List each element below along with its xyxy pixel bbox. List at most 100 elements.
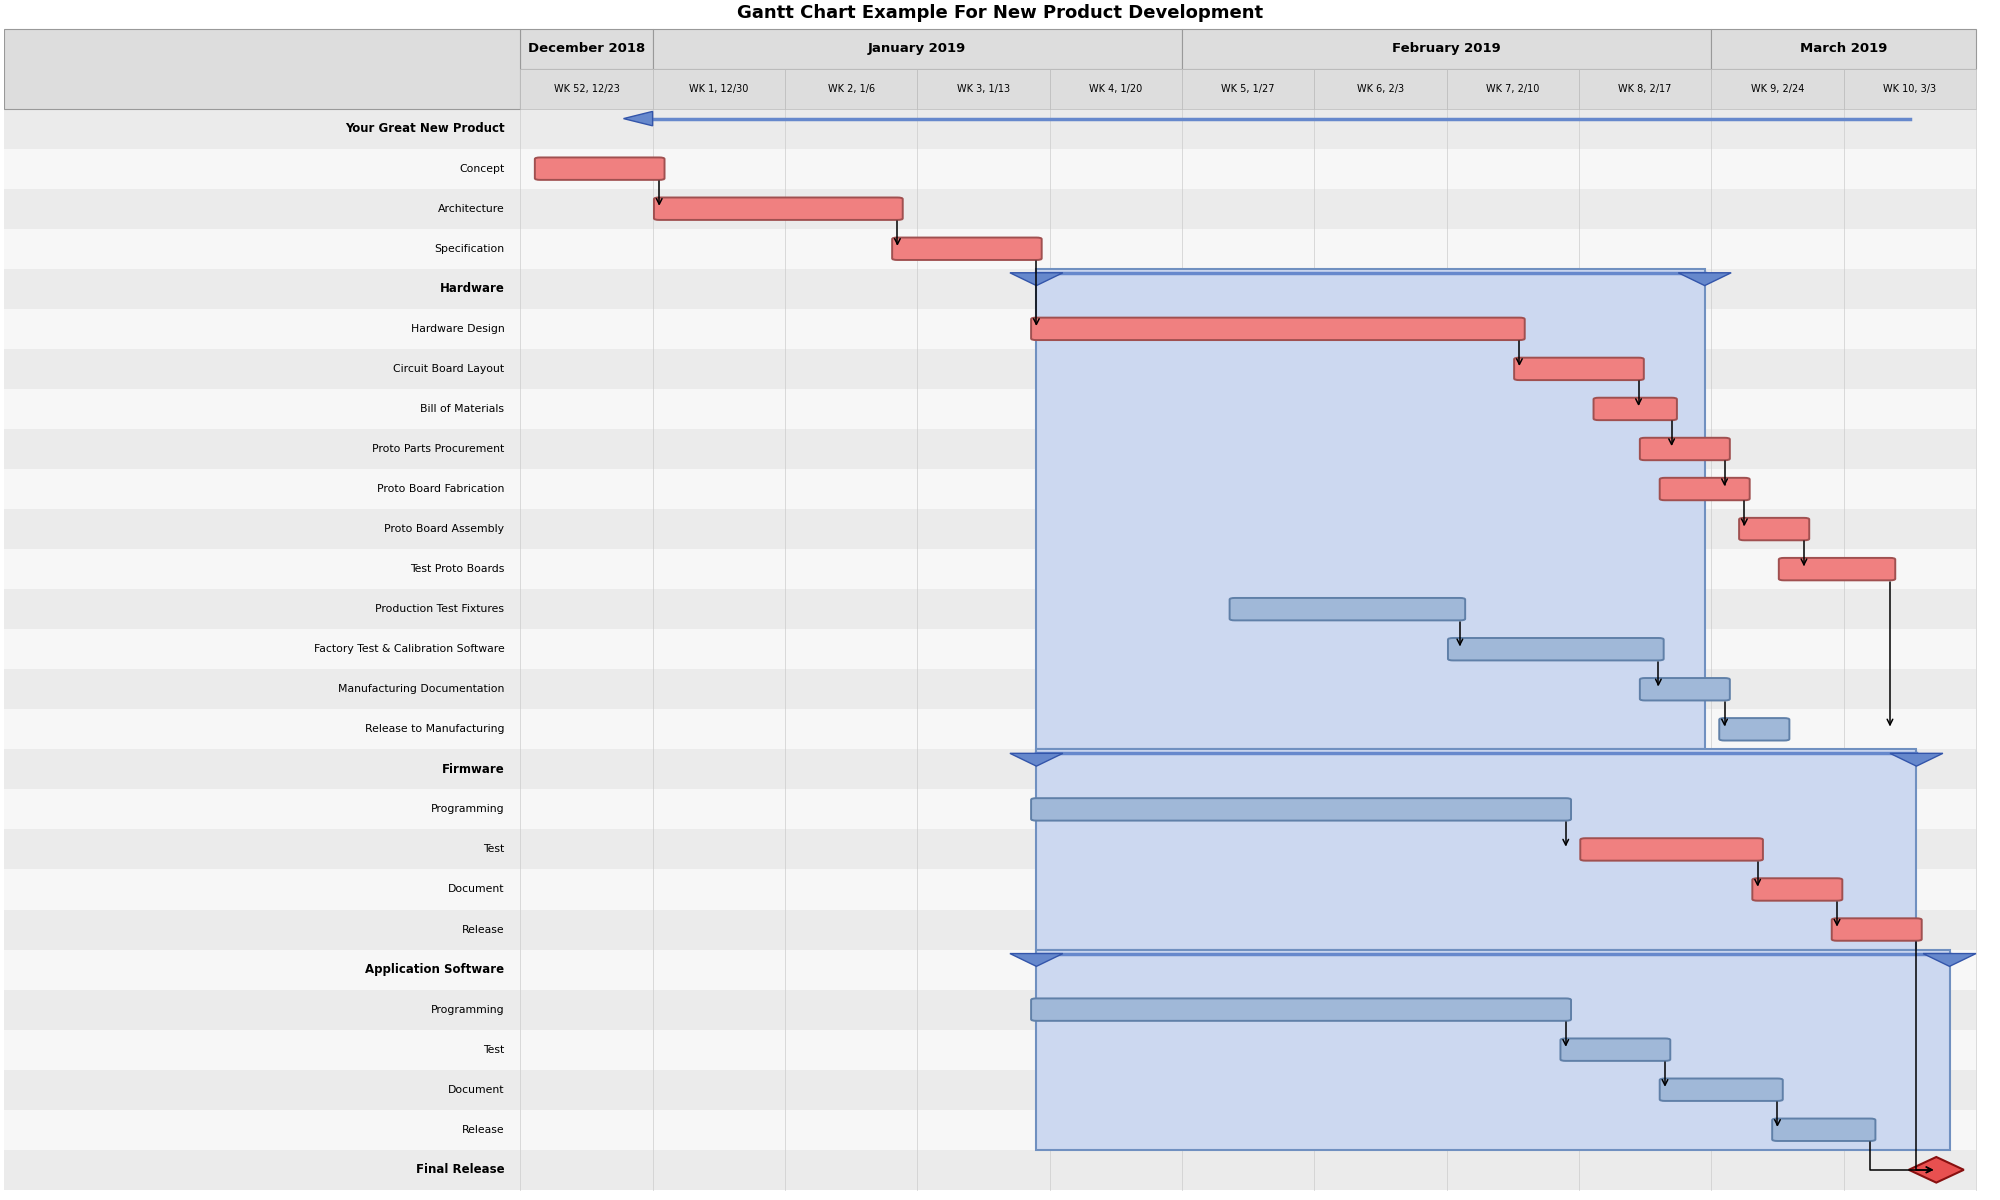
Bar — [4, 229, 1976, 269]
Bar — [1446, 68, 1578, 108]
Bar — [4, 990, 1976, 1030]
Bar — [1844, 68, 1976, 108]
Bar — [4, 709, 1976, 749]
Text: WK 2, 1/6: WK 2, 1/6 — [828, 84, 874, 94]
Bar — [4, 389, 1976, 428]
Text: Production Test Fixtures: Production Test Fixtures — [376, 604, 504, 614]
Text: Programming: Programming — [430, 1004, 504, 1015]
Text: Test: Test — [484, 1045, 504, 1055]
FancyBboxPatch shape — [1778, 558, 1896, 581]
Bar — [4, 749, 1976, 790]
Bar — [4, 428, 1976, 469]
Bar — [4, 629, 1976, 670]
Bar — [4, 149, 1976, 188]
FancyBboxPatch shape — [1580, 839, 1762, 860]
Bar — [4, 29, 520, 108]
Bar — [4, 308, 1976, 349]
Text: Proto Board Assembly: Proto Board Assembly — [384, 524, 504, 534]
Text: March 2019: March 2019 — [1800, 42, 1888, 55]
Polygon shape — [1890, 754, 1942, 766]
Text: WK 1, 12/30: WK 1, 12/30 — [690, 84, 748, 94]
FancyBboxPatch shape — [1740, 518, 1810, 540]
Text: WK 52, 12/23: WK 52, 12/23 — [554, 84, 620, 94]
Bar — [652, 29, 1182, 68]
Bar — [4, 790, 1976, 829]
Text: Bill of Materials: Bill of Materials — [420, 404, 504, 414]
FancyBboxPatch shape — [1594, 397, 1676, 420]
Bar — [4, 910, 1976, 949]
FancyBboxPatch shape — [1448, 638, 1664, 660]
Text: WK 6, 2/3: WK 6, 2/3 — [1356, 84, 1404, 94]
FancyBboxPatch shape — [1752, 878, 1842, 901]
Text: WK 10, 3/3: WK 10, 3/3 — [1884, 84, 1936, 94]
Text: Application Software: Application Software — [366, 964, 504, 976]
Bar — [918, 68, 1050, 108]
Text: Document: Document — [448, 1085, 504, 1094]
Bar — [1182, 68, 1314, 108]
Polygon shape — [1678, 272, 1732, 286]
Polygon shape — [1924, 954, 1976, 966]
FancyBboxPatch shape — [1640, 678, 1730, 701]
FancyBboxPatch shape — [1514, 358, 1644, 380]
Text: WK 8, 2/17: WK 8, 2/17 — [1618, 84, 1672, 94]
Text: Factory Test & Calibration Software: Factory Test & Calibration Software — [314, 644, 504, 654]
Bar — [1712, 68, 1844, 108]
Text: Circuit Board Layout: Circuit Board Layout — [394, 364, 504, 374]
Bar — [1578, 68, 1712, 108]
Text: Architecture: Architecture — [438, 204, 504, 214]
FancyBboxPatch shape — [1032, 998, 1572, 1021]
Bar — [4, 509, 1976, 550]
FancyBboxPatch shape — [1720, 718, 1790, 740]
Text: WK 7, 2/10: WK 7, 2/10 — [1486, 84, 1540, 94]
Bar — [1036, 749, 1916, 949]
Text: Proto Board Fabrication: Proto Board Fabrication — [378, 484, 504, 494]
Polygon shape — [1010, 754, 1062, 766]
FancyBboxPatch shape — [1772, 1118, 1876, 1141]
Bar — [1036, 269, 1704, 749]
Text: WK 4, 1/20: WK 4, 1/20 — [1090, 84, 1142, 94]
Bar — [520, 68, 652, 108]
Text: Release: Release — [462, 1124, 504, 1135]
Text: Release to Manufacturing: Release to Manufacturing — [364, 725, 504, 734]
Text: Specification: Specification — [434, 244, 504, 253]
Text: WK 3, 1/13: WK 3, 1/13 — [956, 84, 1010, 94]
Text: Programming: Programming — [430, 804, 504, 815]
FancyBboxPatch shape — [534, 157, 664, 180]
FancyBboxPatch shape — [892, 238, 1042, 260]
Text: Firmware: Firmware — [442, 763, 504, 776]
Bar — [4, 269, 1976, 308]
Text: December 2018: December 2018 — [528, 42, 646, 55]
FancyBboxPatch shape — [1832, 918, 1922, 941]
Text: WK 5, 1/27: WK 5, 1/27 — [1222, 84, 1274, 94]
Text: Release: Release — [462, 924, 504, 935]
Bar — [1036, 949, 1950, 1150]
Bar — [4, 550, 1976, 589]
FancyBboxPatch shape — [654, 198, 902, 220]
Bar — [520, 29, 652, 68]
Polygon shape — [1908, 1157, 1964, 1183]
Bar — [4, 108, 1976, 149]
Bar — [4, 949, 1976, 990]
Polygon shape — [624, 112, 652, 126]
Bar — [784, 68, 918, 108]
Bar — [1182, 29, 1712, 68]
Title: Gantt Chart Example For New Product Development: Gantt Chart Example For New Product Deve… — [736, 4, 1264, 22]
FancyBboxPatch shape — [1640, 438, 1730, 460]
Bar — [4, 829, 1976, 870]
Polygon shape — [1010, 272, 1062, 286]
FancyBboxPatch shape — [1660, 478, 1750, 500]
Text: February 2019: February 2019 — [1392, 42, 1502, 55]
Bar — [4, 670, 1976, 709]
Text: Test: Test — [484, 845, 504, 854]
Bar — [4, 469, 1976, 509]
Text: WK 9, 2/24: WK 9, 2/24 — [1750, 84, 1804, 94]
Text: Final Release: Final Release — [416, 1163, 504, 1176]
Text: Document: Document — [448, 884, 504, 894]
Text: Test Proto Boards: Test Proto Boards — [410, 564, 504, 574]
Polygon shape — [1010, 954, 1062, 966]
Text: Proto Parts Procurement: Proto Parts Procurement — [372, 444, 504, 454]
Bar — [1712, 29, 1976, 68]
Text: Manufacturing Documentation: Manufacturing Documentation — [338, 684, 504, 695]
FancyBboxPatch shape — [1660, 1079, 1782, 1100]
Bar — [4, 188, 1976, 229]
